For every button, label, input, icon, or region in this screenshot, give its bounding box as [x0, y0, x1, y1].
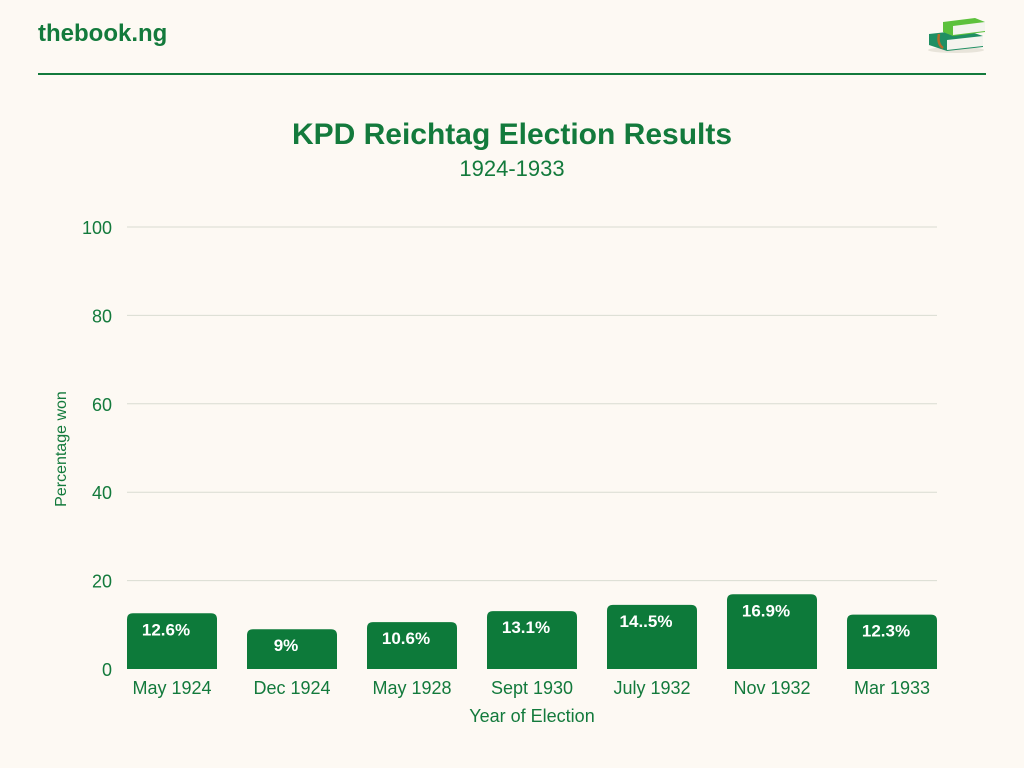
data-label: 10.6%: [382, 629, 430, 648]
bar: [367, 622, 457, 669]
y-tick-label: 100: [82, 218, 112, 238]
y-tick-label: 20: [92, 572, 112, 592]
data-label: 13.1%: [502, 618, 550, 637]
y-tick-label: 60: [92, 395, 112, 415]
x-tick-label: July 1932: [613, 678, 690, 698]
data-label: 9%: [274, 636, 299, 655]
data-label: 14..5%: [620, 612, 673, 631]
bar: [127, 613, 217, 669]
x-tick-label: May 1928: [372, 678, 451, 698]
data-label: 12.3%: [862, 622, 910, 641]
x-tick-label: Sept 1930: [491, 678, 573, 698]
x-tick-label: Dec 1924: [253, 678, 330, 698]
books-icon: [925, 14, 987, 59]
x-tick-label: Mar 1933: [854, 678, 930, 698]
brand-name: thebook.ng: [38, 20, 168, 47]
x-tick-label: May 1924: [132, 678, 211, 698]
bar: [727, 594, 817, 669]
y-tick-label: 0: [102, 660, 112, 680]
y-tick-label: 80: [92, 306, 112, 326]
y-tick-label: 40: [92, 483, 112, 503]
y-axis-label: Percentage won: [53, 391, 70, 507]
bar: [607, 604, 697, 669]
bar: [247, 629, 337, 669]
bar: [487, 611, 577, 669]
chart-subtitle: 1924-1933: [459, 156, 565, 181]
x-axis-label: Year of Election: [469, 706, 594, 726]
data-label: 12.6%: [142, 620, 190, 639]
bar: [847, 614, 937, 669]
data-label: 16.9%: [742, 601, 790, 620]
header-divider: [38, 73, 986, 75]
x-tick-label: Nov 1932: [733, 678, 810, 698]
chart-title: KPD Reichtag Election Results: [291, 118, 733, 151]
